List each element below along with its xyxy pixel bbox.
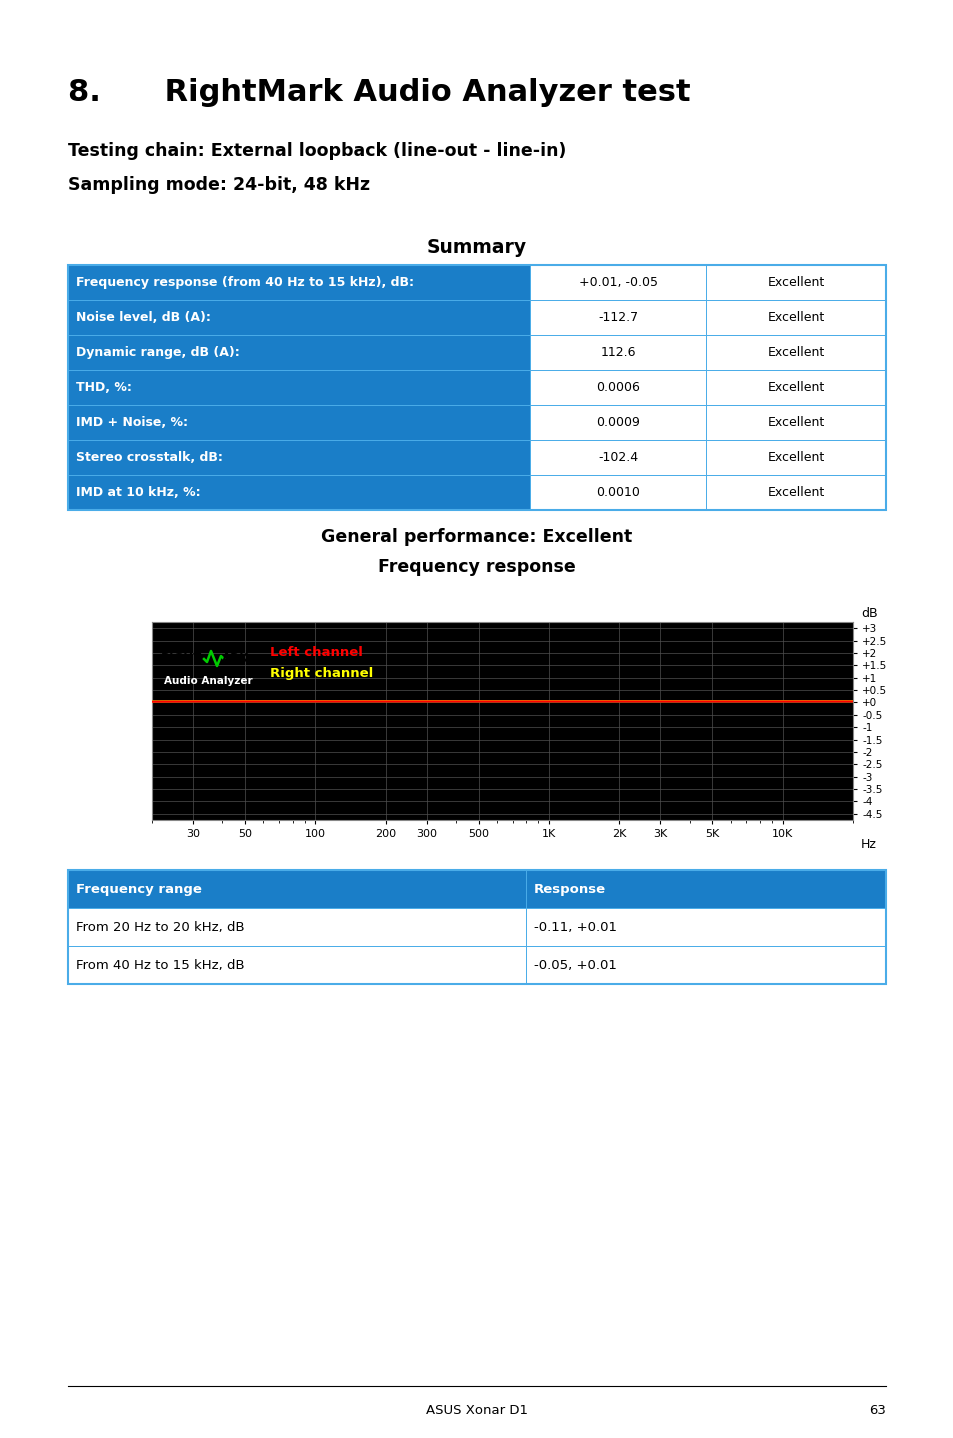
Bar [525, 870, 885, 907]
Text: Excellent: Excellent [766, 311, 823, 324]
Text: -0.11, +0.01: -0.11, +0.01 [534, 920, 617, 933]
Bar [530, 301, 705, 335]
Text: 8.      RightMark Audio Analyzer test: 8. RightMark Audio Analyzer test [68, 78, 690, 106]
Bar [525, 907, 885, 946]
Bar [68, 370, 530, 406]
Bar [705, 370, 885, 406]
Bar [705, 440, 885, 475]
Text: ARK: ARK [222, 653, 249, 666]
Text: 0.0009: 0.0009 [596, 416, 639, 429]
Bar [68, 870, 885, 984]
Bar [530, 335, 705, 370]
Text: IMD at 10 kHz, %:: IMD at 10 kHz, %: [76, 486, 200, 499]
Text: Stereo crosstalk, dB:: Stereo crosstalk, dB: [76, 452, 223, 464]
Text: -112.7: -112.7 [598, 311, 638, 324]
Bar [705, 406, 885, 440]
Text: -102.4: -102.4 [598, 452, 638, 464]
Text: Left channel: Left channel [270, 646, 363, 659]
Bar [530, 265, 705, 301]
Bar [705, 301, 885, 335]
Text: IMD + Noise, %:: IMD + Noise, %: [76, 416, 188, 429]
Text: ASUS Xonar D1: ASUS Xonar D1 [426, 1403, 527, 1416]
Bar [68, 406, 530, 440]
Bar [68, 265, 885, 510]
Bar [68, 946, 525, 984]
Bar [68, 475, 530, 510]
Text: Right channel: Right channel [270, 667, 373, 680]
Text: 63: 63 [868, 1403, 885, 1416]
Text: 0.0006: 0.0006 [596, 381, 639, 394]
Text: General performance: Excellent: General performance: Excellent [321, 528, 632, 546]
Text: Audio Analyzer: Audio Analyzer [164, 676, 253, 686]
Bar [530, 370, 705, 406]
Text: Excellent: Excellent [766, 381, 823, 394]
Bar [68, 870, 525, 907]
Text: 0.0010: 0.0010 [596, 486, 639, 499]
Bar [530, 440, 705, 475]
Bar [705, 265, 885, 301]
Text: RIGHT: RIGHT [161, 653, 202, 666]
Text: Excellent: Excellent [766, 276, 823, 289]
Text: Response: Response [534, 883, 605, 896]
Bar [68, 301, 530, 335]
Bar [705, 475, 885, 510]
Bar [525, 946, 885, 984]
Text: Sampling mode: 24-bit, 48 kHz: Sampling mode: 24-bit, 48 kHz [68, 175, 370, 194]
Text: Summary: Summary [427, 239, 526, 257]
Text: Noise level, dB (A):: Noise level, dB (A): [76, 311, 211, 324]
Text: From 40 Hz to 15 kHz, dB: From 40 Hz to 15 kHz, dB [76, 959, 244, 972]
Text: Hz: Hz [861, 838, 876, 851]
Text: Testing chain: External loopback (line-out - line-in): Testing chain: External loopback (line-o… [68, 142, 566, 160]
Text: Excellent: Excellent [766, 416, 823, 429]
Text: +0.01, -0.05: +0.01, -0.05 [578, 276, 657, 289]
Text: -0.05, +0.01: -0.05, +0.01 [534, 959, 617, 972]
Bar [68, 335, 530, 370]
Text: Frequency response (from 40 Hz to 15 kHz), dB:: Frequency response (from 40 Hz to 15 kHz… [76, 276, 414, 289]
Text: Frequency response: Frequency response [377, 558, 576, 577]
Text: THD, %:: THD, %: [76, 381, 132, 394]
Text: dB: dB [861, 607, 877, 620]
Bar [68, 440, 530, 475]
Text: Excellent: Excellent [766, 452, 823, 464]
Bar [68, 907, 525, 946]
Bar [68, 265, 530, 301]
Bar [705, 335, 885, 370]
Bar [530, 406, 705, 440]
Text: Dynamic range, dB (A):: Dynamic range, dB (A): [76, 347, 239, 360]
Bar [530, 475, 705, 510]
Text: 112.6: 112.6 [599, 347, 636, 360]
Text: From 20 Hz to 20 kHz, dB: From 20 Hz to 20 kHz, dB [76, 920, 244, 933]
Text: Frequency range: Frequency range [76, 883, 202, 896]
Text: Excellent: Excellent [766, 347, 823, 360]
Text: Excellent: Excellent [766, 486, 823, 499]
